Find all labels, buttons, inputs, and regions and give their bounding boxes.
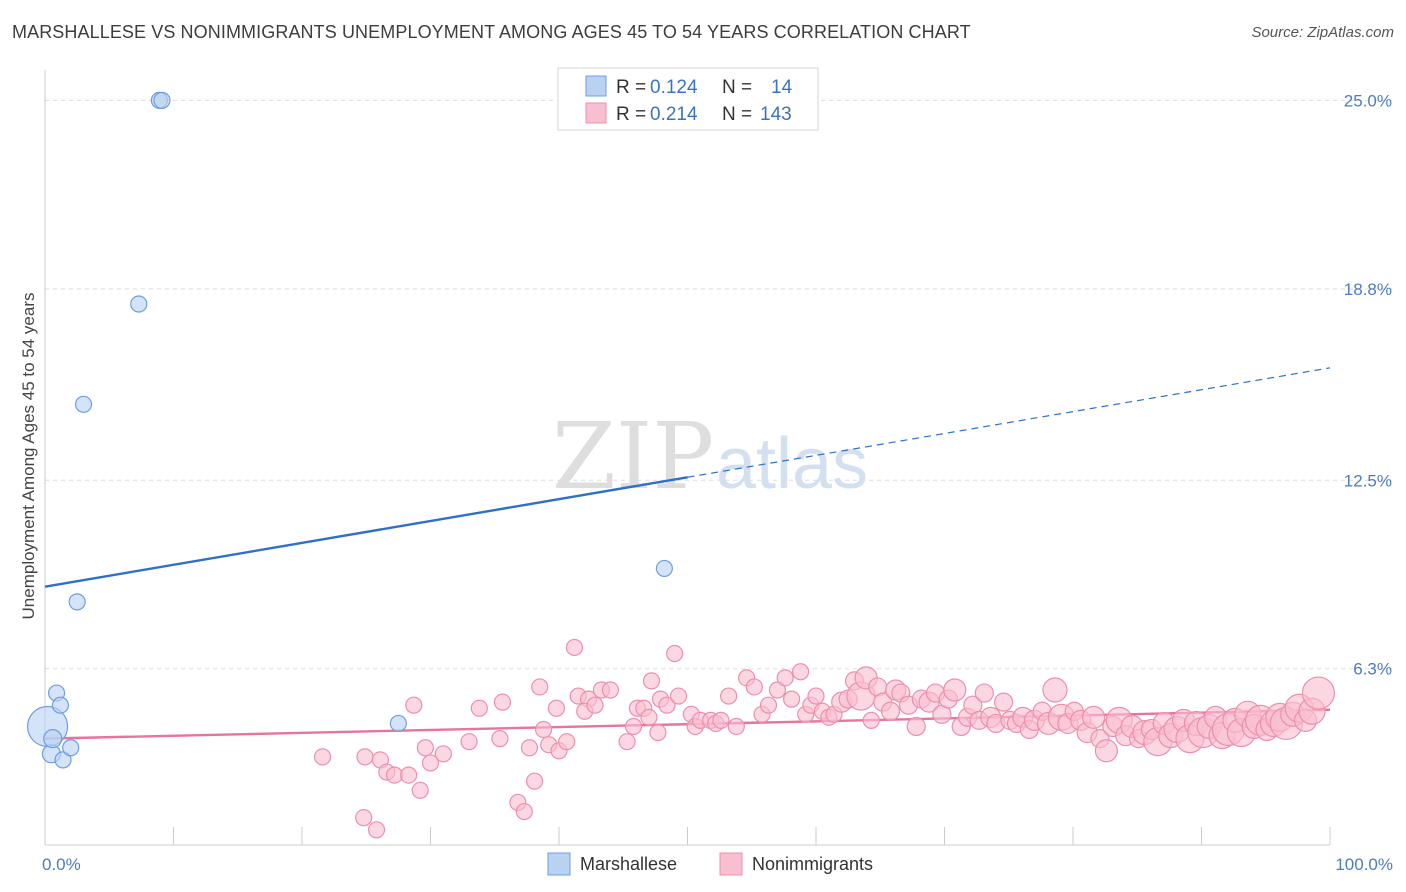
nonimmigrants-point <box>531 678 549 696</box>
nonimmigrants-point <box>547 699 566 717</box>
marshallese-point <box>655 559 673 578</box>
nonimmigrants-point <box>906 716 926 737</box>
nonimmigrants-point <box>601 681 620 699</box>
watermark-zip: ZIP <box>552 403 714 510</box>
marshallese-point <box>43 729 63 749</box>
y-tick-label: 18.8% <box>1344 280 1392 299</box>
marshallese-point <box>68 593 86 611</box>
nonimmigrants-point <box>776 669 794 687</box>
nonimmigrants-point <box>768 681 787 699</box>
bottom-legend-swatch-nonimmigrants <box>719 852 743 876</box>
nonimmigrants-point <box>355 809 373 827</box>
nonimmigrants-point <box>405 696 423 714</box>
marshallese-trend-extension <box>687 367 1331 478</box>
marshallese-point <box>51 696 70 714</box>
nonimmigrants-point <box>640 708 658 726</box>
y-tick-label: 6.3% <box>1353 660 1392 679</box>
nonimmigrants-point <box>649 723 667 742</box>
legend-n-label: N = <box>722 77 752 98</box>
nonimmigrants-point <box>416 739 434 757</box>
nonimmigrants-point <box>460 733 478 751</box>
y-tick-label: 12.5% <box>1344 471 1392 490</box>
nonimmigrants-point <box>642 672 661 690</box>
nonimmigrants-point <box>534 720 553 739</box>
data-points <box>26 91 1336 839</box>
nonimmigrants-point <box>943 678 967 702</box>
watermark: ZIP atlas <box>552 403 868 510</box>
series-legend: Marshallese Nonimmigrants <box>547 852 873 876</box>
nonimmigrants-point <box>421 754 440 772</box>
chart-source: Source: ZipAtlas.com <box>1251 24 1394 41</box>
y-tick-label: 25.0% <box>1344 91 1392 110</box>
nonimmigrants-point <box>862 711 880 729</box>
nonimmigrants-point <box>669 687 688 705</box>
bottom-legend-swatch-marshallese <box>547 852 571 876</box>
nonimmigrants-point <box>367 821 386 839</box>
y-axis-title: Unemployment Among Ages 45 to 54 years <box>19 293 38 620</box>
legend-swatch-marshallese <box>585 75 607 97</box>
nonimmigrants-point <box>558 733 576 751</box>
nonimmigrants-point <box>666 644 684 663</box>
nonimmigrants-point <box>313 748 332 766</box>
marshallese-point <box>389 714 407 733</box>
nonimmigrants-point <box>356 748 374 766</box>
nonimmigrants-point <box>520 739 539 757</box>
chart-title: MARSHALLESE VS NONIMMIGRANTS UNEMPLOYMEN… <box>12 22 971 42</box>
nonimmigrants-point <box>1081 705 1106 729</box>
nonimmigrants-point <box>727 717 745 736</box>
nonimmigrants-point <box>470 699 488 717</box>
nonimmigrants-point <box>411 781 429 799</box>
marshallese-point <box>54 751 72 769</box>
nonimmigrants-point <box>658 696 676 714</box>
legend-n-value: 143 <box>760 104 792 125</box>
marshallese-point <box>130 295 148 313</box>
legend-r-label: R = <box>616 77 646 98</box>
nonimmigrants-point <box>400 766 418 784</box>
legend-r-value: 0.214 <box>650 104 698 125</box>
nonimmigrants-point <box>974 683 994 703</box>
nonimmigrants-point <box>525 772 544 790</box>
nonimmigrants-point <box>712 711 730 729</box>
legend-r-value: 0.124 <box>650 77 698 98</box>
gridlines <box>45 99 1392 670</box>
nonimmigrants-point <box>791 663 810 681</box>
tick-labels: 6.3% 12.5% 18.8% 25.0% 0.0% 100.0% <box>42 91 1393 874</box>
nonimmigrants-point <box>493 693 512 711</box>
nonimmigrants-point <box>434 745 452 763</box>
nonimmigrants-point <box>807 687 825 705</box>
marshallese-point <box>74 395 93 413</box>
nonimmigrants-point <box>618 733 636 751</box>
nonimmigrants-point <box>1301 676 1336 710</box>
nonimmigrants-point <box>491 730 509 748</box>
nonimmigrants-point <box>1094 739 1119 763</box>
legend-swatch-nonimmigrants <box>585 102 607 124</box>
nonimmigrants-point <box>720 687 738 705</box>
nonimmigrants-point <box>515 802 533 821</box>
legend-n-label: N = <box>722 104 752 125</box>
nonimmigrants-point <box>994 692 1014 712</box>
nonimmigrants-point <box>745 678 763 696</box>
correlation-legend: R = 0.124 N = 14 R = 0.214 N = 143 <box>557 67 819 131</box>
marshallese-point <box>62 739 80 757</box>
nonimmigrants-point <box>624 717 643 736</box>
marshallese-point <box>153 91 171 109</box>
x-tick-label: 0.0% <box>42 855 81 874</box>
nonimmigrants-point <box>586 696 604 714</box>
nonimmigrants-point <box>565 638 584 657</box>
x-tick-label: 100.0% <box>1335 855 1393 874</box>
nonimmigrants-point <box>759 696 778 714</box>
nonimmigrants-point <box>782 690 801 708</box>
legend-r-label: R = <box>616 104 646 125</box>
watermark-atlas: atlas <box>716 424 868 504</box>
legend-n-value: 14 <box>771 77 793 98</box>
nonimmigrants-point <box>1042 677 1068 703</box>
nonimmigrants-point <box>880 701 901 721</box>
marshallese-trend-line <box>44 476 688 588</box>
bottom-legend-label-nonimmigrants: Nonimmigrants <box>752 854 873 874</box>
bottom-legend-label-marshallese: Marshallese <box>580 854 677 874</box>
